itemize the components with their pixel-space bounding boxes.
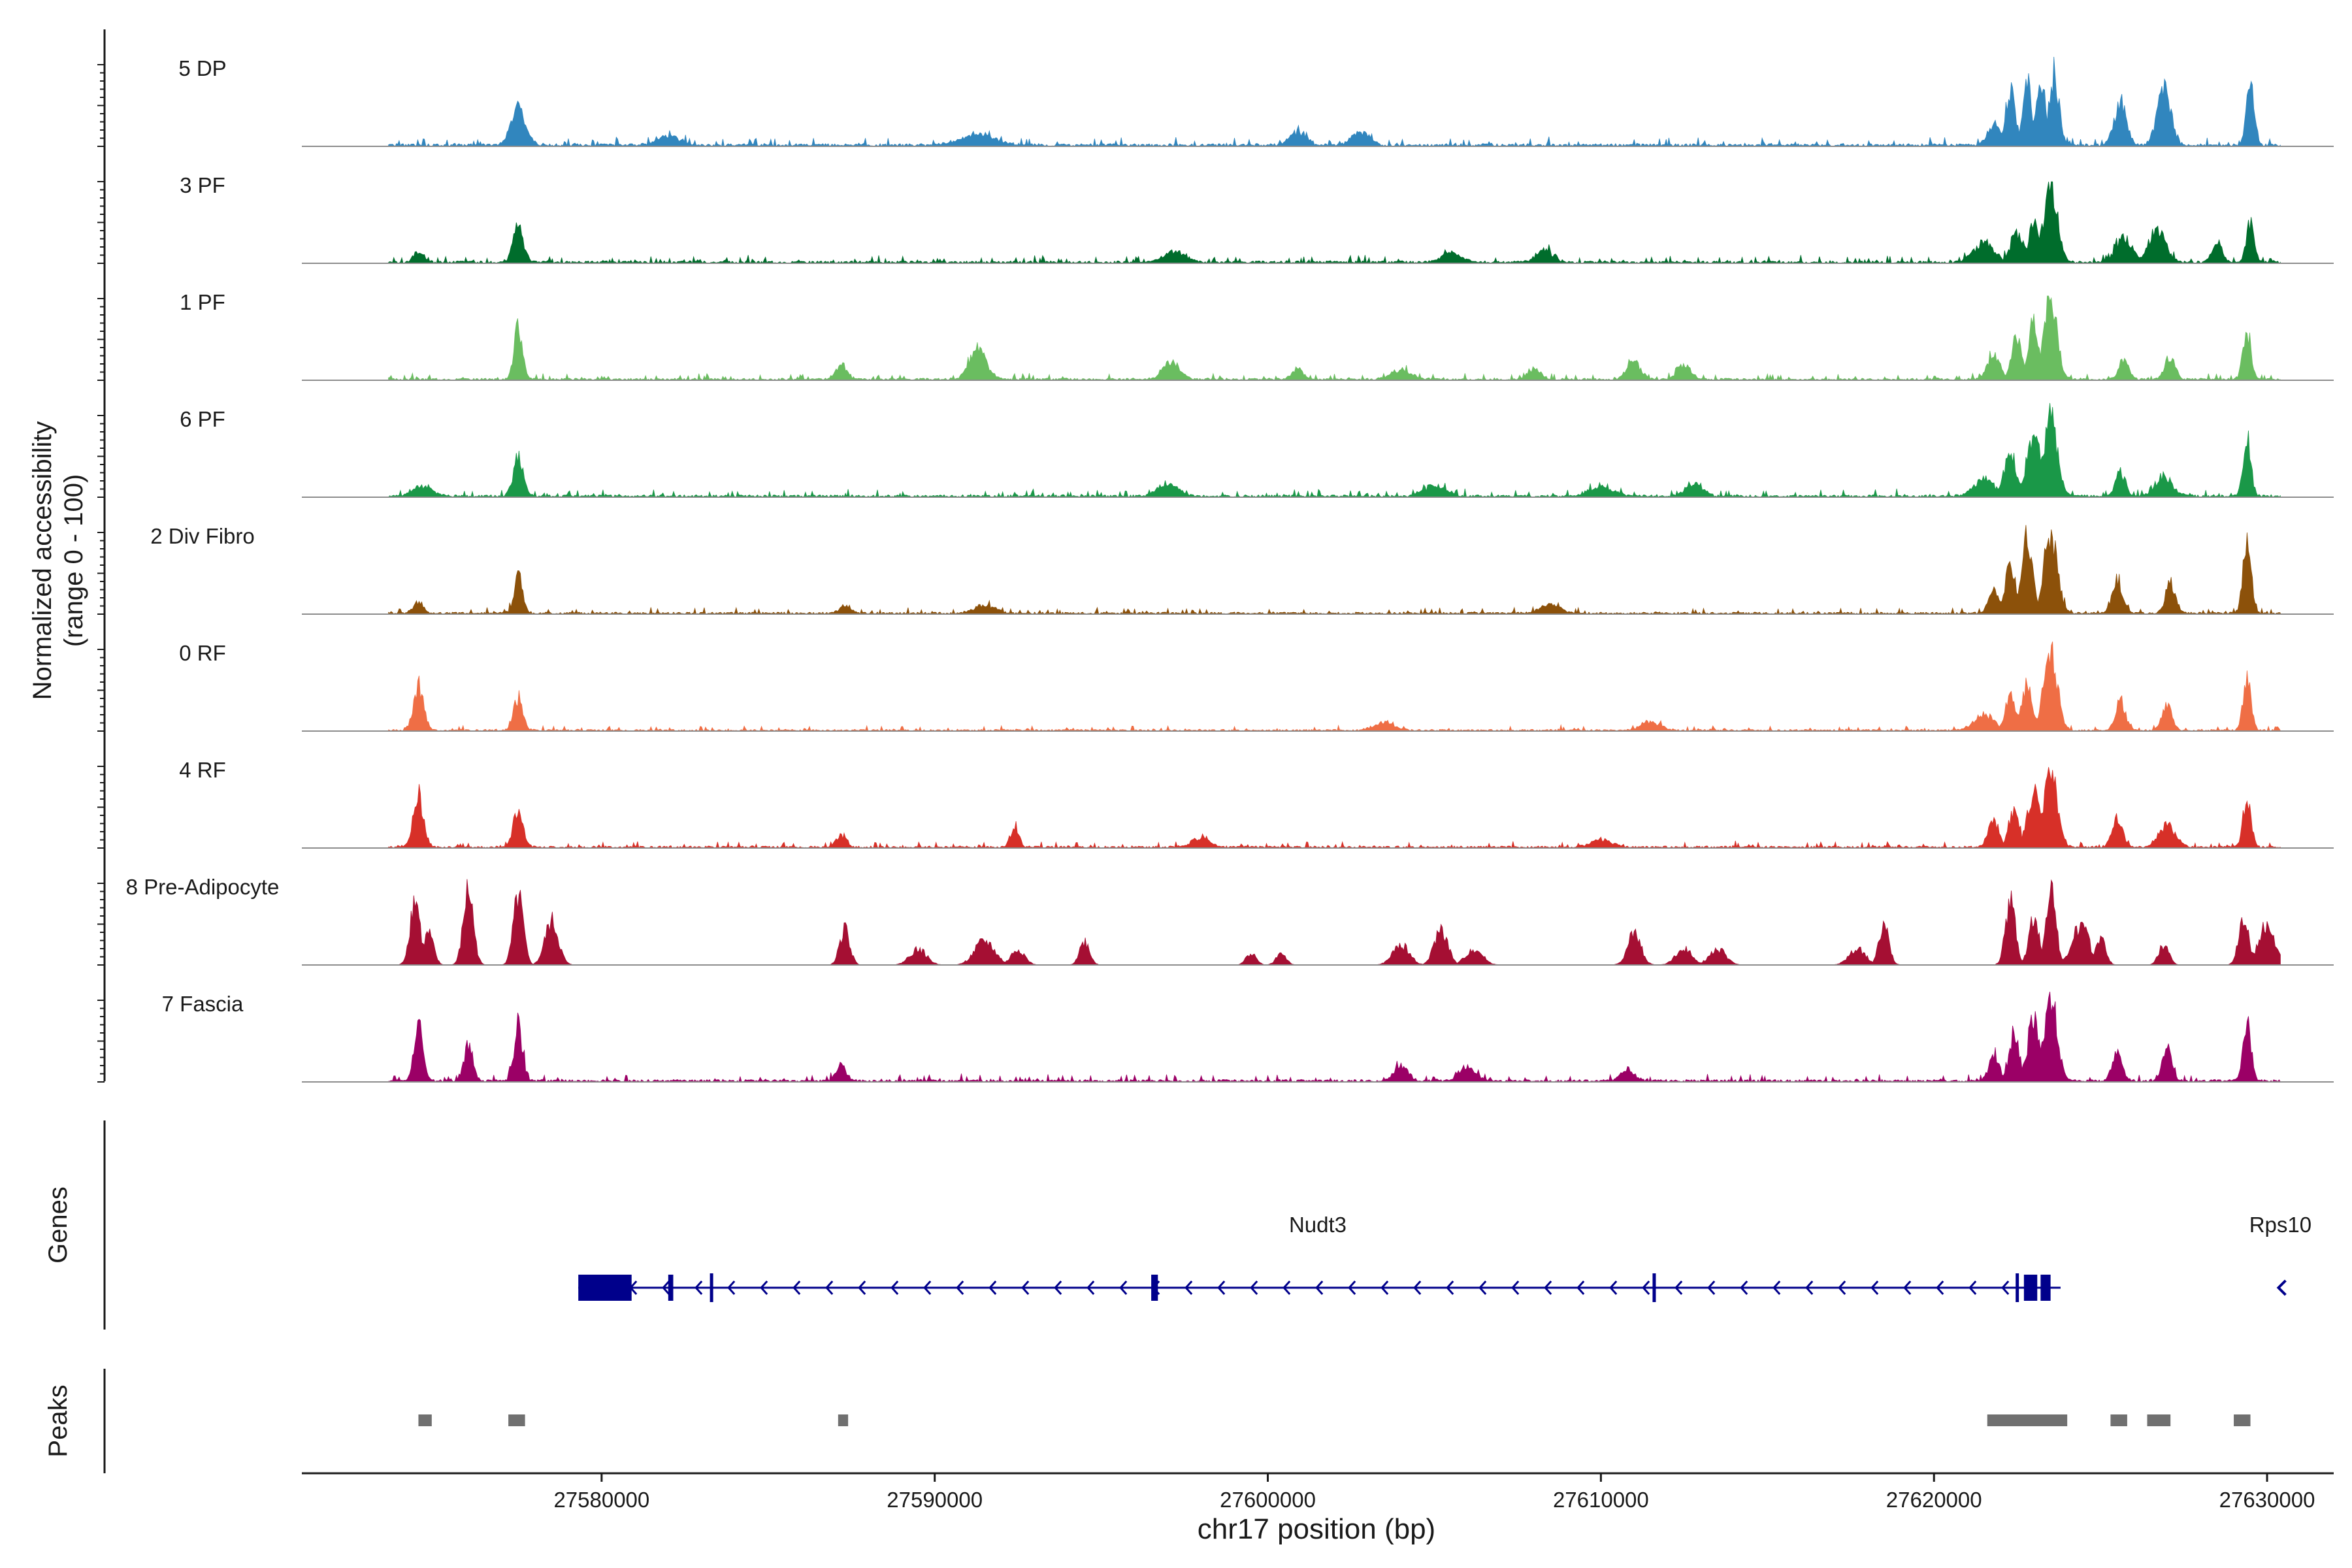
strand-arrow <box>1217 1280 1226 1296</box>
gene-rps10: Rps10 <box>2249 1213 2311 1296</box>
strand-arrow <box>792 1280 801 1296</box>
strand-arrow <box>1903 1280 1912 1296</box>
track-5-dp: 5 DP <box>178 56 2334 147</box>
track-label-0-rf: 0 RF <box>179 641 226 665</box>
strand-arrow <box>1446 1280 1454 1296</box>
track-label-3-pf: 3 PF <box>180 173 225 197</box>
strand-arrow <box>1674 1280 1683 1296</box>
strand-arrow <box>1805 1280 1814 1296</box>
x-tick-label: 27630000 <box>2219 1488 2315 1512</box>
genes-track-label: Genes <box>44 1186 73 1264</box>
strand-arrow <box>1772 1280 1781 1296</box>
strand-arrow <box>662 1280 670 1296</box>
exon <box>2023 1275 2038 1301</box>
peak-region <box>2234 1414 2251 1426</box>
strand-arrow <box>1380 1280 1389 1296</box>
peaks-track <box>418 1414 2251 1426</box>
strand-arrow <box>1870 1280 1879 1296</box>
track-label-2-div-fibro: 2 Div Fibro <box>150 524 255 548</box>
track-4-rf: 4 RF <box>179 758 2334 849</box>
x-tick-label: 27600000 <box>1220 1488 1316 1512</box>
track-label-7-fascia: 7 Fascia <box>162 992 244 1016</box>
x-tick-label: 27590000 <box>887 1488 983 1512</box>
strand-arrow <box>694 1280 703 1296</box>
strand-arrow <box>1968 1280 1977 1296</box>
strand-arrow <box>1740 1280 1748 1296</box>
gene-label-nudt3: Nudt3 <box>1289 1213 1347 1237</box>
track-7-fascia: 7 Fascia <box>162 991 2334 1083</box>
strand-arrow <box>727 1280 736 1296</box>
coverage-tracks: 5 DP 3 PF 1 PF 6 PF 2 Div Fibro 0 RF 4 RF 8 Pre… <box>126 56 2334 1083</box>
strand-arrow <box>988 1280 997 1296</box>
strand-arrow <box>1315 1280 1324 1296</box>
track-3-pf: 3 PF <box>180 173 2334 264</box>
strand-arrow <box>2276 1279 2287 1296</box>
strand-arrow <box>956 1280 964 1296</box>
track-6-pf: 6 PF <box>180 402 2334 498</box>
strand-arrow <box>1119 1280 1128 1296</box>
exon <box>668 1275 674 1301</box>
strand-arrow <box>2001 1280 2010 1296</box>
y-axis-label-line1: Normalized accessibility <box>28 421 57 700</box>
strand-arrow <box>760 1280 768 1296</box>
coverage-area-3-pf <box>388 181 2281 264</box>
track-label-8-pre-adipocyte: 8 Pre-Adipocyte <box>126 875 280 899</box>
strand-arrow <box>1021 1280 1030 1296</box>
track-2-div-fibro: 2 Div Fibro <box>150 524 2334 615</box>
strand-arrow <box>1838 1280 1846 1296</box>
strand-arrow <box>1054 1280 1062 1296</box>
x-tick-label: 27620000 <box>1886 1488 1982 1512</box>
track-label-5-dp: 5 DP <box>178 56 226 80</box>
gene-label-rps10: Rps10 <box>2249 1213 2311 1237</box>
coverage-area-1-pf <box>388 295 2281 381</box>
track-1-pf: 1 PF <box>180 290 2334 381</box>
strand-arrow <box>923 1280 932 1296</box>
exon <box>578 1275 632 1301</box>
genes-track: Nudt3 Rps10 <box>578 1213 2311 1302</box>
track-label-6-pf: 6 PF <box>180 407 225 431</box>
x-axis-ticks: 27580000 27590000 27600000 27610000 27620000… <box>553 1473 2315 1512</box>
strand-arrow <box>1511 1280 1520 1296</box>
x-tick-label: 27580000 <box>553 1488 649 1512</box>
strand-arrow <box>890 1280 899 1296</box>
exon <box>1151 1275 1158 1301</box>
strand-arrow <box>1707 1280 1716 1296</box>
peak-region <box>838 1414 849 1426</box>
peak-region <box>418 1414 432 1426</box>
coverage-y-axis-ticks <box>97 64 105 1083</box>
x-tick-label: 27610000 <box>1553 1488 1649 1512</box>
track-label-4-rf: 4 RF <box>179 758 226 782</box>
x-axis-label: chr17 position (bp) <box>1198 1513 1435 1545</box>
strand-arrow <box>1184 1280 1193 1296</box>
peak-region <box>2147 1414 2171 1426</box>
y-axis-label-line2: (range 0 - 100) <box>59 474 88 647</box>
peak-region <box>1987 1414 2068 1426</box>
strand-arrow <box>1544 1280 1552 1296</box>
strand-arrow <box>1576 1280 1585 1296</box>
strand-arrow <box>825 1280 834 1296</box>
coverage-area-0-rf <box>388 641 2281 732</box>
track-0-rf: 0 RF <box>179 641 2334 732</box>
track-8-pre-adipocyte: 8 Pre-Adipocyte <box>126 875 2334 966</box>
peak-region <box>508 1414 525 1426</box>
exon <box>2040 1275 2051 1301</box>
strand-arrow <box>1478 1280 1487 1296</box>
strand-arrow <box>1250 1280 1258 1296</box>
strand-arrow <box>1282 1280 1291 1296</box>
track-label-1-pf: 1 PF <box>180 290 225 314</box>
strand-arrow <box>1609 1280 1618 1296</box>
strand-arrow <box>1413 1280 1422 1296</box>
coverage-area-5-dp <box>388 56 2281 147</box>
strand-arrow <box>858 1280 866 1296</box>
peaks-track-label: Peaks <box>44 1384 73 1457</box>
gene-nudt3: Nudt3 <box>578 1213 2061 1302</box>
strand-arrow <box>1086 1280 1095 1296</box>
strand-arrow <box>1642 1280 1650 1296</box>
strand-arrow <box>1936 1280 1944 1296</box>
strand-arrow <box>1348 1280 1356 1296</box>
peak-region <box>2110 1414 2127 1426</box>
